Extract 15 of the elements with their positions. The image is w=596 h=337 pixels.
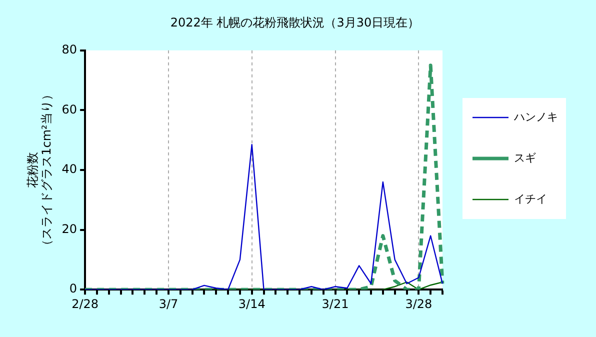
x-tick-label: 3/21	[322, 296, 349, 311]
chart-title: 2022年 札幌の花粉飛散状況（3月30日現在）	[170, 15, 420, 30]
x-tick-label: 2/28	[72, 296, 99, 311]
y-tick-label: 60	[62, 102, 78, 116]
x-tick-label: 3/7	[158, 296, 178, 311]
y-tick-label: 80	[62, 42, 78, 57]
legend-label: イチイ	[514, 192, 547, 206]
y-tick-label: 20	[62, 222, 78, 236]
x-tick-label: 3/14	[238, 296, 266, 311]
x-tick-label: 3/28	[405, 296, 432, 311]
y-tick-label: 40	[62, 162, 78, 176]
legend-label: スギ	[514, 151, 536, 164]
y-axis-title: 花粉数（スライドグラス1cm²当り）	[25, 88, 54, 252]
legend-label: ハンノキ	[513, 110, 558, 124]
y-tick-label: 0	[69, 282, 78, 296]
